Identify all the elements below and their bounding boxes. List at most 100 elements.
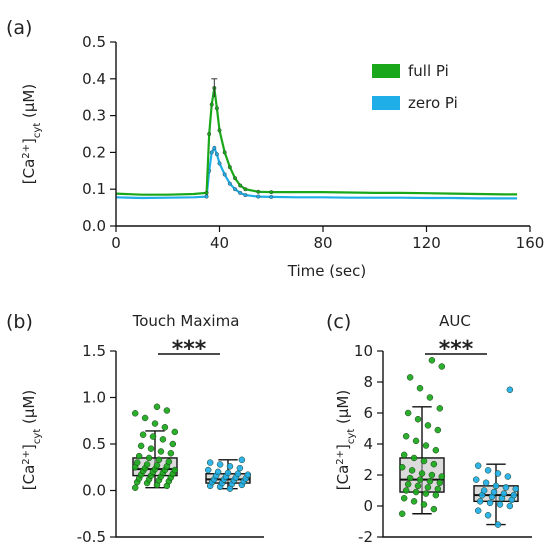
data-point-zero <box>204 466 212 474</box>
series-point-zero <box>209 150 214 155</box>
data-point-zero <box>472 476 480 483</box>
data-point-full <box>155 456 163 464</box>
box-chart-panel-b: (b) Touch Maxima [Ca2+]cyt (µM) -0.5 0.0 0… <box>6 311 264 546</box>
series-point-zero <box>256 194 261 199</box>
y-tick-label-a: 0.3 <box>82 107 106 125</box>
data-point-full <box>149 433 157 440</box>
series-line-zero <box>115 145 518 200</box>
data-point-zero <box>512 485 520 493</box>
data-point-zero <box>482 479 490 486</box>
y-tick-label-c: 4 <box>363 435 373 453</box>
data-point-full <box>434 485 442 493</box>
data-point-zero <box>238 456 246 464</box>
series-point-full <box>227 165 232 170</box>
panel-label-a: (a) <box>6 17 32 39</box>
y-tick-label-c: 2 <box>363 466 373 484</box>
x-tick-label-a: 0 <box>111 234 121 252</box>
y-tick-label-b: -0.5 <box>77 528 106 546</box>
y-axis-label-a: [Ca2+]cyt (µM) <box>20 84 43 184</box>
y-axis-label-c: [Ca2+]cyt (µM) <box>334 390 357 490</box>
data-point-full <box>406 374 414 381</box>
data-point-full <box>414 482 422 490</box>
data-point-full <box>436 405 444 412</box>
data-point-full <box>430 505 438 513</box>
panel-label-b: (b) <box>6 311 33 333</box>
data-point-full <box>420 457 428 465</box>
data-point-zero <box>216 461 224 468</box>
data-point-zero <box>504 473 512 480</box>
series-point-zero <box>204 194 209 199</box>
data-point-full <box>424 422 432 429</box>
data-point-full <box>167 450 175 457</box>
series-point-full <box>243 187 248 192</box>
data-point-full <box>416 384 424 392</box>
series-point-zero <box>269 194 274 199</box>
data-point-full <box>135 452 143 460</box>
data-point-full <box>151 420 159 427</box>
y-tick-label-c: 8 <box>363 373 373 391</box>
data-point-zero <box>474 507 482 514</box>
axes-frame-a <box>115 42 530 227</box>
series-point-full <box>256 189 261 194</box>
series-point-zero <box>217 161 222 166</box>
data-point-zero <box>506 386 514 393</box>
data-point-full <box>133 459 141 466</box>
series-point-full <box>217 128 222 133</box>
series-point-zero <box>243 193 248 198</box>
data-point-full <box>408 467 416 474</box>
data-point-full <box>171 428 179 436</box>
series-point-full <box>233 176 238 181</box>
data-point-zero <box>506 502 514 510</box>
y-tick-label-c: 6 <box>363 404 373 422</box>
data-point-zero <box>500 490 508 497</box>
data-point-full <box>416 476 424 483</box>
chart-title-b: Touch Maxima <box>132 312 240 330</box>
data-point-full <box>414 415 422 423</box>
x-tick-label-a: 120 <box>412 234 441 252</box>
data-point-full <box>163 407 171 414</box>
series-point-full <box>204 190 209 195</box>
y-tick-label-a: 0.1 <box>82 180 106 198</box>
data-point-full <box>432 446 440 454</box>
data-point-zero <box>244 471 252 478</box>
series-point-zero <box>214 152 219 157</box>
data-point-full <box>402 487 410 494</box>
data-point-full <box>141 414 149 422</box>
chart-title-c: AUC <box>439 312 471 330</box>
legend-swatch-full <box>372 64 400 78</box>
series-point-full <box>222 150 227 155</box>
data-point-full <box>131 484 139 491</box>
legend-label-full: full Pi <box>408 62 449 80</box>
data-point-zero <box>480 487 488 494</box>
data-point-zero <box>486 499 494 507</box>
data-point-zero <box>234 470 242 478</box>
series-point-zero <box>227 181 232 186</box>
data-point-full <box>131 410 139 417</box>
data-point-full <box>412 488 420 496</box>
y-axis-label-b: [Ca2+]cyt (µM) <box>20 390 43 490</box>
data-point-full <box>161 424 169 431</box>
data-point-full <box>153 403 161 411</box>
data-point-full <box>426 477 434 485</box>
y-tick-label-c: -2 <box>358 528 373 546</box>
data-point-full <box>438 473 446 480</box>
data-point-full <box>420 501 428 508</box>
data-point-full <box>422 442 430 449</box>
data-point-full <box>139 431 147 438</box>
x-tick-label-a: 80 <box>313 234 332 252</box>
x-axis-label: Time (sec) <box>287 262 366 280</box>
data-point-full <box>432 491 440 499</box>
panel-label-c: (c) <box>326 311 351 333</box>
data-point-zero <box>510 491 518 499</box>
y-tick-label-c: 10 <box>354 342 373 360</box>
data-point-full <box>169 440 177 448</box>
data-point-zero <box>484 512 492 519</box>
series-point-zero <box>238 190 243 195</box>
legend-swatch-zero <box>372 96 400 110</box>
y-tick-label-b: 0.5 <box>82 435 106 453</box>
box-chart-panel-c: (c) AUC [Ca2+]cyt (µM) -2 0 2 4 6 8 10 *** <box>326 311 532 546</box>
y-tick-label-a: 0.5 <box>82 33 106 51</box>
data-point-zero <box>214 468 222 476</box>
data-point-full <box>159 436 167 443</box>
data-point-full <box>426 394 434 401</box>
